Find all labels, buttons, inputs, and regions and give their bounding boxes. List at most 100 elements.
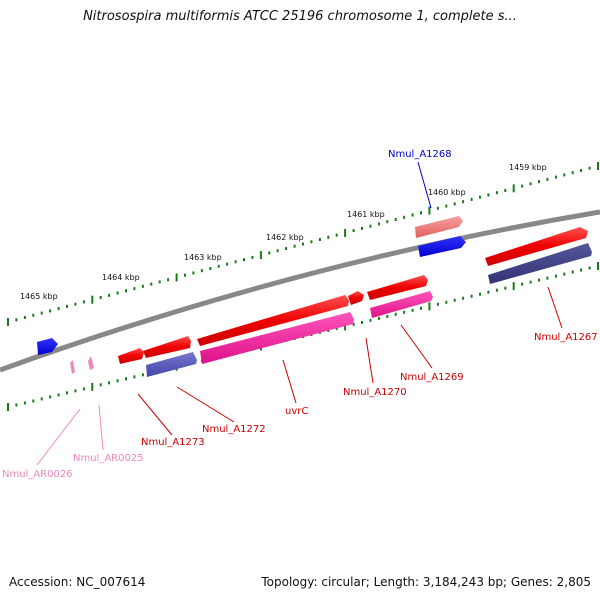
gene-nmul-a1267-feature[interactable]	[485, 227, 588, 266]
upper-scale-tick	[276, 249, 279, 253]
upper-scale-tick	[108, 293, 111, 297]
upper-scale-tick	[133, 287, 136, 291]
upper-scale-tick	[74, 302, 77, 306]
lower-scale-tick	[512, 282, 515, 291]
upper-scale-tick	[352, 229, 355, 233]
gene-nmul-a1269-feature[interactable]	[370, 291, 433, 318]
lower-scale-tick	[386, 314, 389, 318]
gene-nmul-a1267-marker[interactable]	[488, 243, 592, 284]
lower-scale-tick	[125, 377, 127, 381]
upper-scale-tick	[495, 191, 498, 195]
upper-scale-tick	[597, 162, 599, 170]
genome-summary-text: Topology: circular; Length: 3,184,243 bp…	[261, 575, 591, 589]
upper-scale-tick	[259, 251, 262, 260]
lower-scale-tick	[428, 302, 431, 311]
lower-scale-tick	[49, 395, 52, 399]
gene-nmul-a1268-marker[interactable]	[418, 236, 466, 257]
upper-scale-tick	[116, 291, 119, 295]
gene-label-nmul-a1267[interactable]: Nmul_A1267	[534, 332, 598, 343]
gene-uvrc-marker[interactable]	[200, 312, 354, 364]
lower-scale-tick	[436, 302, 439, 306]
lower-scale-tick	[394, 312, 397, 316]
lower-scale-tick	[116, 379, 119, 383]
upper-scale-tick	[420, 211, 422, 215]
gene-label-nmul-ar0025[interactable]: Nmul_AR0025	[73, 453, 144, 464]
gene-label-nmul-a1268[interactable]: Nmul_A1268	[388, 149, 452, 160]
upper-scale-tick	[588, 166, 591, 170]
leader-line-ar0025	[98, 404, 104, 451]
upper-scale-tick	[234, 260, 237, 264]
lower-scale-tick	[7, 403, 9, 411]
scale-label-1462: 1462 kbp	[266, 233, 304, 242]
upper-scale-tick	[479, 195, 481, 199]
blue-gene-left[interactable]	[37, 338, 58, 355]
upper-scale-tick	[504, 189, 507, 192]
gene-nmul-a1268-feature[interactable]	[415, 216, 463, 238]
lower-scale-tick	[420, 306, 422, 310]
upper-scale-tick	[487, 193, 490, 197]
scale-label-1463: 1463 kbp	[184, 253, 222, 262]
upper-scale-tick	[344, 228, 347, 237]
upper-scale-tick	[512, 184, 515, 193]
lower-scale-tick	[57, 393, 60, 397]
gene-uvrc-feature[interactable]	[197, 295, 349, 346]
upper-scale-tick	[310, 240, 313, 244]
leader-line-a1272	[176, 386, 235, 423]
upper-scale-tick	[209, 267, 212, 270]
gene-nmul-a1270-feature[interactable]	[367, 275, 428, 300]
lower-scale-tick	[99, 383, 102, 387]
genome-backbone	[0, 209, 600, 373]
scale-label-1461: 1461 kbp	[347, 210, 385, 219]
lower-scale-tick	[538, 278, 540, 282]
lower-scale-tick	[588, 266, 591, 270]
lower-scale-tick	[411, 308, 414, 312]
upper-scale-tick	[521, 184, 524, 188]
upper-scale-tick	[251, 255, 254, 259]
upper-scale-tick	[445, 204, 448, 208]
gene-label-nmul-a1270[interactable]: Nmul_A1270	[343, 387, 407, 398]
upper-scale-tick	[268, 251, 271, 255]
lower-scale-tick	[470, 294, 473, 298]
upper-scale-tick	[184, 273, 186, 277]
lower-scale-tick	[377, 316, 380, 320]
upper-scale-tick	[32, 313, 35, 317]
lower-scale-tick	[82, 387, 85, 391]
upper-scale-tick	[243, 258, 245, 262]
rna-nmul-ar0025[interactable]	[88, 356, 94, 370]
gene-nmul-a1272-feature[interactable]	[143, 336, 191, 358]
upper-scale-tick	[82, 300, 85, 304]
gene-nmul-a1272-marker[interactable]	[146, 352, 197, 377]
gene-nmul-a1273-feature[interactable]	[118, 348, 144, 364]
small-red-gene[interactable]	[348, 291, 364, 305]
leader-line-a1268	[417, 161, 432, 209]
upper-scale-tick	[302, 242, 304, 246]
upper-scale-tick	[453, 202, 456, 206]
lower-scale-tick	[32, 399, 35, 403]
upper-scale-tick	[192, 271, 195, 275]
lower-scale-tick	[571, 270, 574, 274]
lower-scale-tick	[23, 401, 26, 405]
lower-scale-tick	[74, 389, 77, 393]
lower-scale-tick	[335, 326, 338, 330]
rna-nmul-ar0026[interactable]	[70, 360, 75, 374]
upper-scale-tick	[386, 220, 389, 224]
lower-scale-tick	[479, 292, 481, 296]
scale-label-1460: 1460 kbp	[428, 188, 466, 197]
upper-scale-tick	[327, 235, 330, 239]
lower-scale-tick	[369, 318, 372, 322]
gene-label-nmul-a1272[interactable]: Nmul_A1272	[202, 424, 266, 435]
upper-scale-tick	[158, 280, 161, 284]
upper-scale-tick	[369, 224, 372, 228]
gene-label-nmul-a1269[interactable]: Nmul_A1269	[400, 372, 464, 383]
upper-scale-tick	[57, 307, 60, 311]
lower-scale-tick	[529, 280, 532, 284]
lower-scale-tick	[554, 274, 557, 278]
lower-scale-tick	[352, 322, 355, 326]
lower-scale-tick	[40, 397, 43, 401]
gene-label-uvrc[interactable]: uvrC	[285, 406, 308, 417]
lower-scale-tick	[108, 381, 111, 385]
gene-label-nmul-ar0026[interactable]: Nmul_AR0026	[2, 469, 73, 480]
upper-scale-ticks	[7, 162, 599, 326]
gene-label-nmul-a1273[interactable]: Nmul_A1273	[141, 437, 205, 448]
lower-scale-tick	[563, 272, 566, 276]
